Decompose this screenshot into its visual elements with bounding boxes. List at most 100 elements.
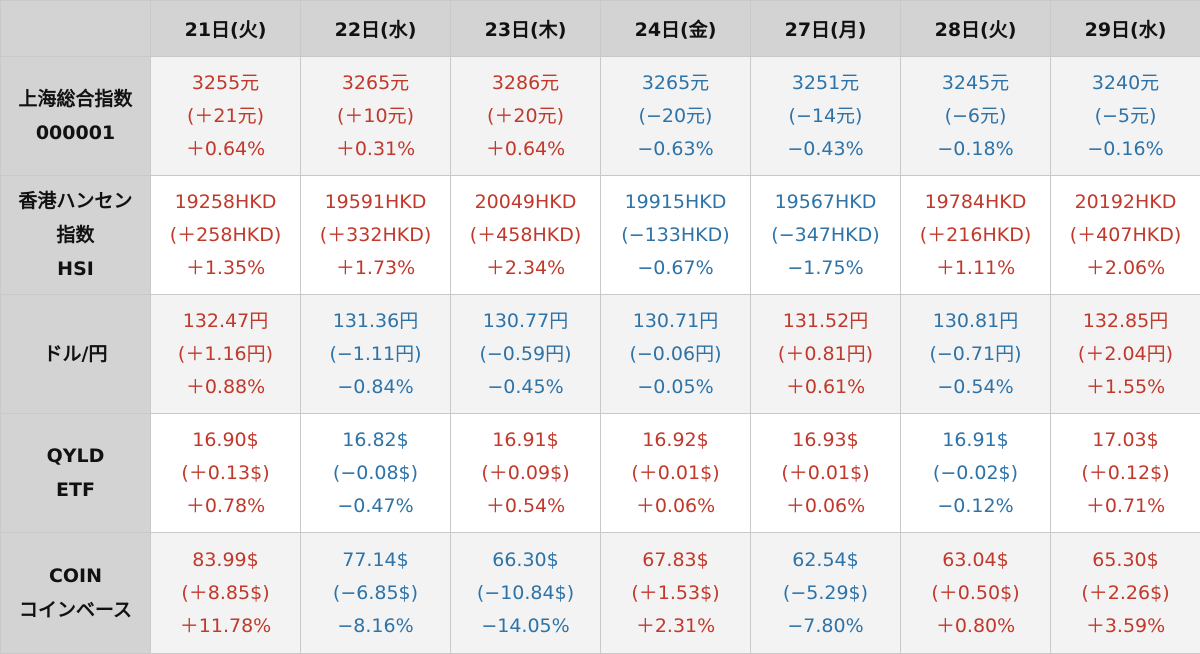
day-header: 21日(火) (151, 1, 301, 57)
quote-pct: ＋0.80% (901, 610, 1050, 643)
quote-price: 19567HKD (751, 186, 900, 219)
quote-change: (−0.71円) (901, 338, 1050, 371)
quote-change: (−133HKD) (601, 219, 750, 252)
quote-pct: ＋3.59% (1051, 610, 1200, 643)
quote-cell: 19915HKD(−133HKD)−0.67% (601, 176, 751, 295)
quote-change: (＋0.01$) (751, 457, 900, 490)
quote-change: (＋407HKD) (1051, 219, 1200, 252)
quote-cell: 67.83$(＋1.53$)＋2.31% (601, 533, 751, 654)
quote-change: (＋332HKD) (301, 219, 450, 252)
header-row: 21日(火) 22日(水) 23日(木) 24日(金) 27日(月) 28日(火… (1, 1, 1200, 57)
quote-change: (＋2.04円) (1051, 338, 1200, 371)
quote-change: (＋10元) (301, 100, 450, 133)
quote-price: 83.99$ (151, 544, 300, 577)
quote-cell: 3265元(＋10元)＋0.31% (301, 57, 451, 176)
quote-pct: ＋11.78% (151, 610, 300, 643)
quote-pct: ＋0.64% (151, 133, 300, 166)
quote-price: 62.54$ (751, 544, 900, 577)
row-label: ドル/円 (1, 295, 151, 414)
quote-price: 20192HKD (1051, 186, 1200, 219)
quote-change: (−0.02$) (901, 457, 1050, 490)
quote-cell: 16.91$(−0.02$)−0.12% (901, 414, 1051, 533)
quote-cell: 65.30$(＋2.26$)＋3.59% (1051, 533, 1200, 654)
quote-price: 16.91$ (901, 424, 1050, 457)
quote-cell: 17.03$(＋0.12$)＋0.71% (1051, 414, 1200, 533)
quote-cell: 131.52円(＋0.81円)＋0.61% (751, 295, 901, 414)
quote-price: 132.85円 (1051, 305, 1200, 338)
quote-cell: 20192HKD(＋407HKD)＋2.06% (1051, 176, 1200, 295)
quote-price: 131.36円 (301, 305, 450, 338)
quote-pct: −0.12% (901, 490, 1050, 523)
row-label-line: 指数 (1, 218, 150, 252)
quote-price: 77.14$ (301, 544, 450, 577)
quote-cell: 131.36円(−1.11円)−0.84% (301, 295, 451, 414)
quote-cell: 3265元(−20元)−0.63% (601, 57, 751, 176)
quote-change: (−1.11円) (301, 338, 450, 371)
quote-pct: ＋0.31% (301, 133, 450, 166)
day-header: 22日(水) (301, 1, 451, 57)
quote-change: (＋0.12$) (1051, 457, 1200, 490)
quote-price: 19915HKD (601, 186, 750, 219)
quote-price: 19258HKD (151, 186, 300, 219)
quote-price: 17.03$ (1051, 424, 1200, 457)
quote-price: 132.47円 (151, 305, 300, 338)
quote-change: (＋0.09$) (451, 457, 600, 490)
quote-cell: 62.54$(−5.29$)−7.80% (751, 533, 901, 654)
quote-price: 20049HKD (451, 186, 600, 219)
quote-cell: 130.77円(−0.59円)−0.45% (451, 295, 601, 414)
row-label-line: QYLD (1, 439, 150, 473)
quote-change: (＋0.01$) (601, 457, 750, 490)
quote-change: (−5.29$) (751, 577, 900, 610)
quote-pct: ＋0.54% (451, 490, 600, 523)
quote-change: (＋216HKD) (901, 219, 1050, 252)
quote-price: 66.30$ (451, 544, 600, 577)
quote-cell: 19591HKD(＋332HKD)＋1.73% (301, 176, 451, 295)
quote-change: (＋0.13$) (151, 457, 300, 490)
quote-change: (＋2.26$) (1051, 577, 1200, 610)
quote-price: 16.90$ (151, 424, 300, 457)
day-header: 29日(水) (1051, 1, 1200, 57)
quote-change: (＋0.50$) (901, 577, 1050, 610)
quote-pct: −0.45% (451, 371, 600, 404)
quote-change: (−6.85$) (301, 577, 450, 610)
quote-price: 130.71円 (601, 305, 750, 338)
quote-cell: 132.85円(＋2.04円)＋1.55% (1051, 295, 1200, 414)
quote-cell: 3286元(＋20元)＋0.64% (451, 57, 601, 176)
row-label-line: 上海総合指数 (1, 82, 150, 116)
quote-change: (−6元) (901, 100, 1050, 133)
quote-cell: 3255元(＋21元)＋0.64% (151, 57, 301, 176)
quote-pct: −0.63% (601, 133, 750, 166)
quote-cell: 16.93$(＋0.01$)＋0.06% (751, 414, 901, 533)
quote-cell: 19258HKD(＋258HKD)＋1.35% (151, 176, 301, 295)
quote-cell: 83.99$(＋8.85$)＋11.78% (151, 533, 301, 654)
quote-pct: −0.67% (601, 252, 750, 285)
quote-price: 16.92$ (601, 424, 750, 457)
quote-change: (−14元) (751, 100, 900, 133)
quote-price: 3265元 (301, 67, 450, 100)
quote-price: 3251元 (751, 67, 900, 100)
quote-cell: 19784HKD(＋216HKD)＋1.11% (901, 176, 1051, 295)
quote-change: (＋0.81円) (751, 338, 900, 371)
quote-price: 131.52円 (751, 305, 900, 338)
day-header: 27日(月) (751, 1, 901, 57)
quote-change: (−10.84$) (451, 577, 600, 610)
quote-price: 65.30$ (1051, 544, 1200, 577)
quote-change: (−0.59円) (451, 338, 600, 371)
quote-pct: −1.75% (751, 252, 900, 285)
quote-pct: −0.47% (301, 490, 450, 523)
quote-change: (−0.08$) (301, 457, 450, 490)
quote-pct: −0.18% (901, 133, 1050, 166)
row-label-line: コインベース (1, 593, 150, 627)
quote-cell: 130.81円(−0.71円)−0.54% (901, 295, 1051, 414)
quote-cell: 16.91$(＋0.09$)＋0.54% (451, 414, 601, 533)
quote-price: 3265元 (601, 67, 750, 100)
quote-price: 63.04$ (901, 544, 1050, 577)
quote-cell: 63.04$(＋0.50$)＋0.80% (901, 533, 1051, 654)
